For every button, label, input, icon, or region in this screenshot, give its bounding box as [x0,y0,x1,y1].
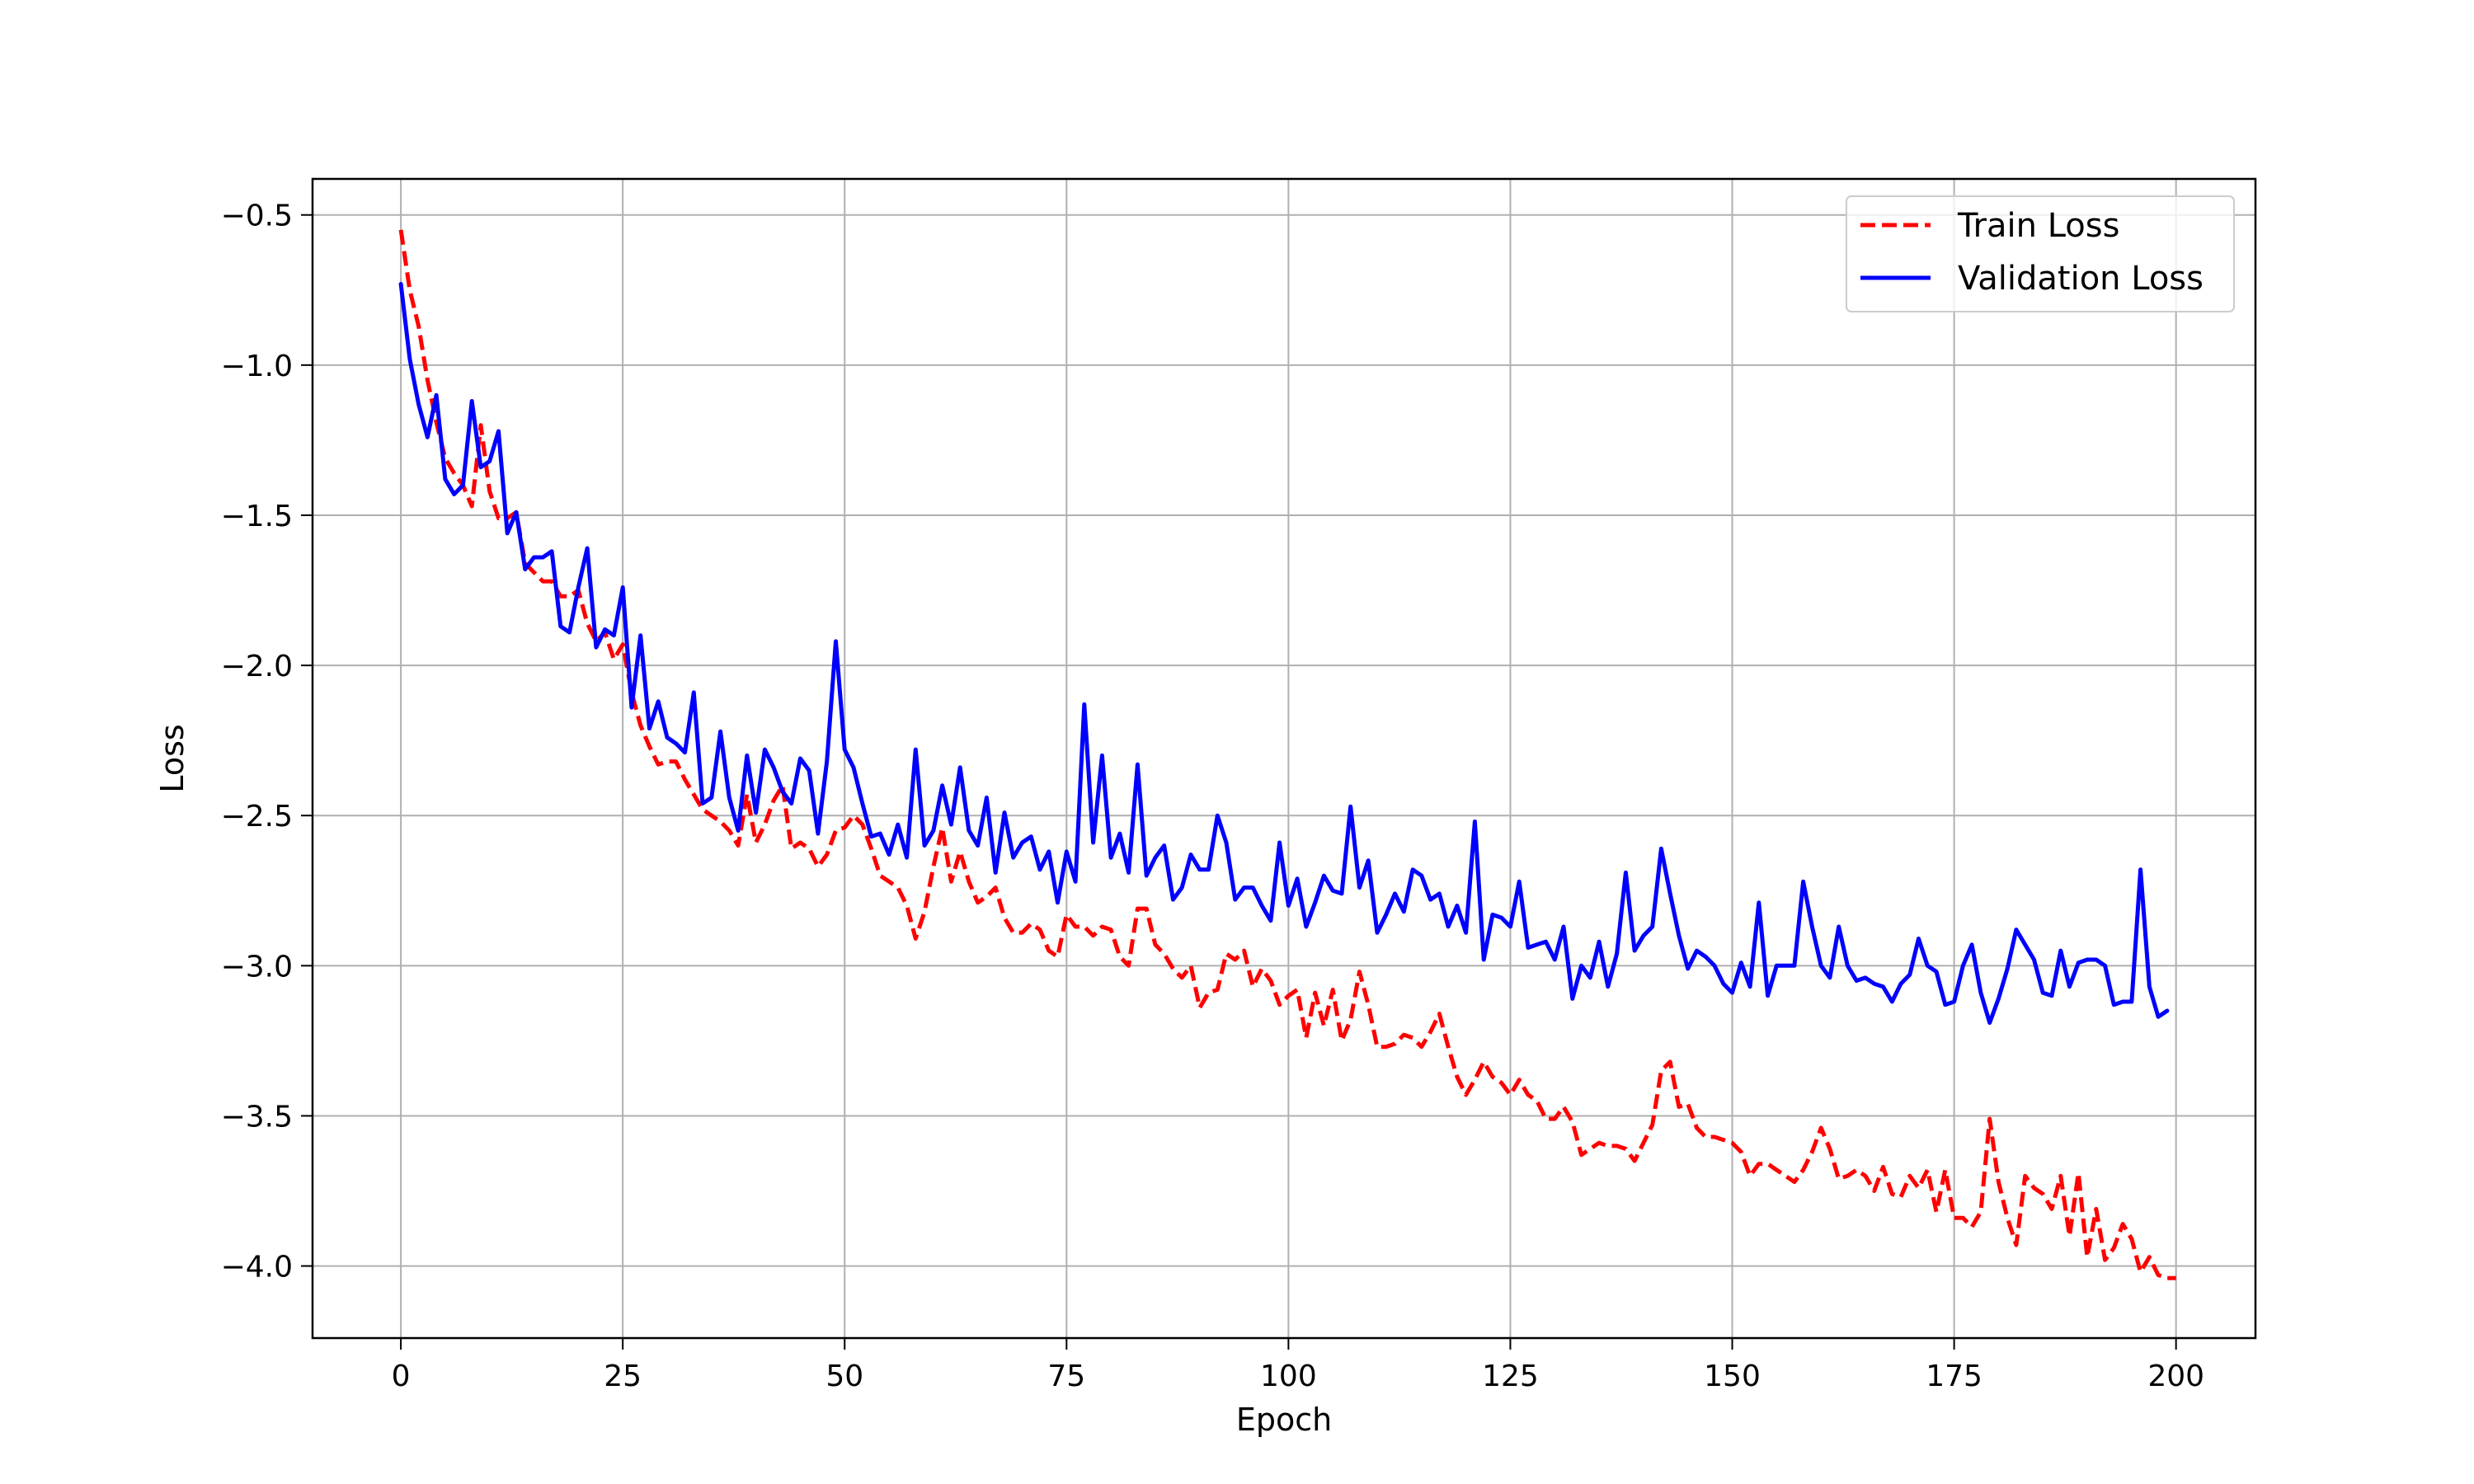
series-layer [398,229,2176,1280]
y-tick-label: −1.5 [221,500,293,533]
x-tick-label: 0 [392,1360,411,1393]
x-tick-label: 175 [1926,1360,1982,1393]
y-tick-label: −0.5 [221,200,293,233]
x-tick-label: 50 [825,1360,863,1393]
legend-label-validation: Validation Loss [1958,260,2204,298]
x-tick-label: 75 [1047,1360,1085,1393]
y-axis-label: Loss [154,724,190,792]
x-tick-label: 125 [1482,1360,1539,1393]
axis-ticks: 0 25 50 75 100 125 150 175 200 −4.0 −3.5 −3.0 −2.5 −2… [221,200,2204,1393]
legend: Train Loss Validation Loss [1846,195,2235,312]
grid-lines [313,179,2255,1338]
validation-loss-line [398,282,2170,1025]
train-loss-line [398,229,2176,1280]
legend-box [1846,195,2235,312]
y-tick-label: −3.5 [221,1100,293,1134]
x-tick-label: 150 [1704,1360,1761,1393]
x-axis-label: Epoch [1236,1402,1332,1438]
x-tick-label: 25 [604,1360,642,1393]
y-tick-label: −1.0 [221,350,293,383]
plot-frame [311,177,2257,1340]
y-tick-label: −4.0 [221,1251,293,1284]
legend-label-train: Train Loss [1957,207,2119,245]
x-tick-label: 100 [1260,1360,1317,1393]
y-tick-label: −2.5 [221,800,293,834]
x-tick-label: 200 [2147,1360,2204,1393]
y-tick-label: −3.0 [221,950,293,984]
y-tick-label: −2.0 [221,650,293,683]
